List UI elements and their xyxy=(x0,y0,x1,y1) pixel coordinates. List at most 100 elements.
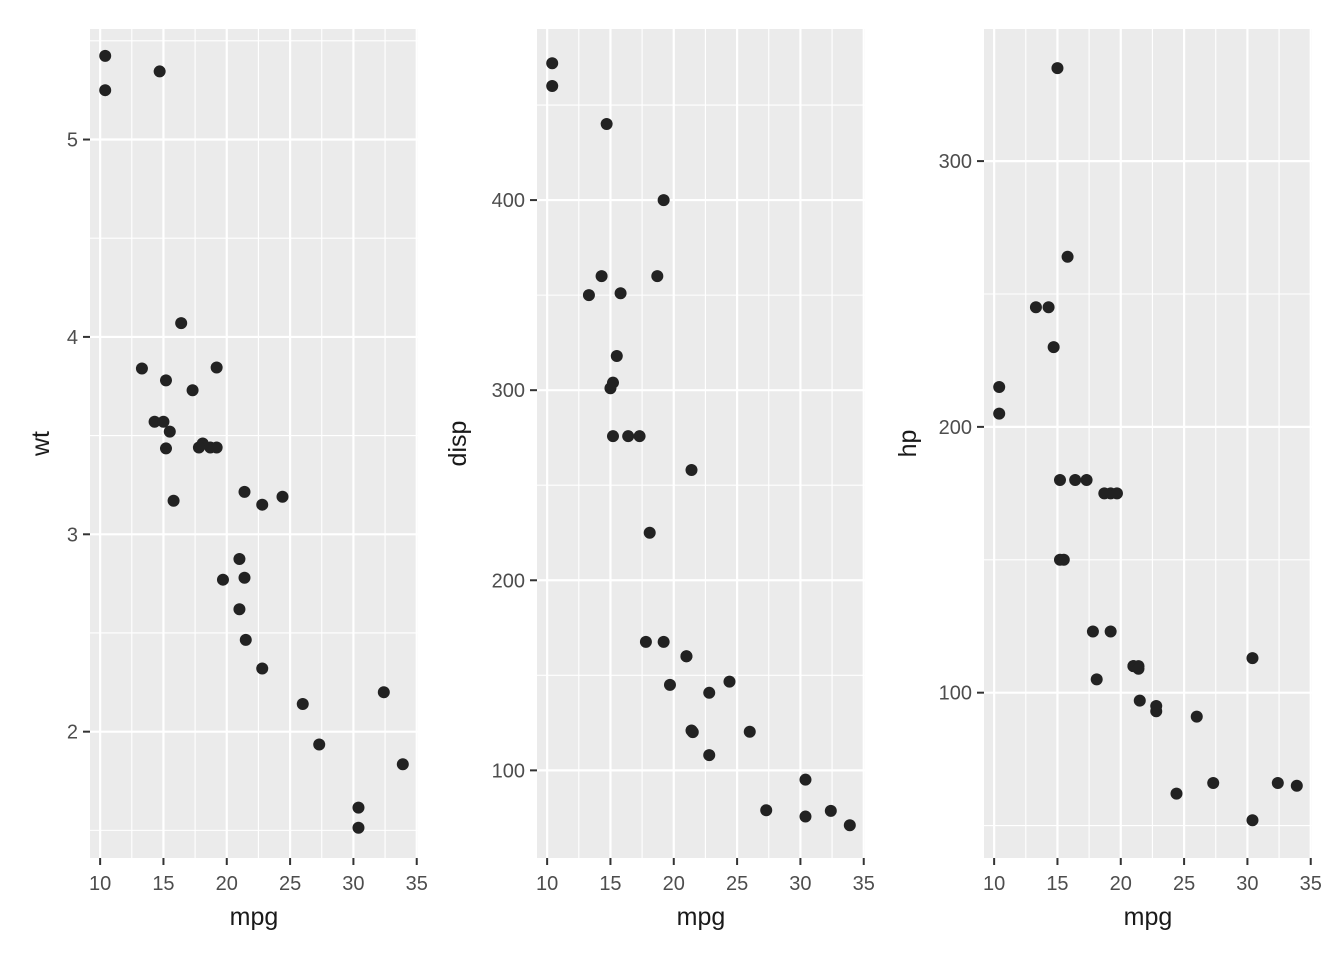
y-tick-label: 200 xyxy=(492,570,525,592)
data-point xyxy=(622,430,635,443)
x-axis-title: mpg xyxy=(1124,903,1173,931)
y-axis-title: disp xyxy=(444,421,472,467)
data-point xyxy=(1150,699,1163,712)
data-point xyxy=(1042,301,1055,314)
data-point xyxy=(1246,652,1259,665)
data-point xyxy=(238,571,251,584)
x-tick-label: 20 xyxy=(216,873,238,895)
data-point xyxy=(99,49,112,62)
y-tick-label: 300 xyxy=(492,380,525,402)
data-point xyxy=(313,738,326,751)
data-point xyxy=(685,464,698,477)
y-axis-title: wt xyxy=(27,431,55,457)
data-point xyxy=(680,650,693,663)
x-tick-label: 10 xyxy=(983,873,1005,895)
data-point xyxy=(99,84,112,97)
data-point xyxy=(256,662,269,675)
data-point xyxy=(216,573,229,586)
data-point xyxy=(663,678,676,691)
x-tick-label: 25 xyxy=(726,873,748,895)
data-point xyxy=(1090,673,1103,686)
x-tick-label: 15 xyxy=(152,873,174,895)
data-point xyxy=(633,430,646,443)
data-point xyxy=(582,289,595,302)
panel-background xyxy=(537,29,865,858)
data-point xyxy=(352,821,365,834)
data-point xyxy=(1207,777,1220,790)
panel-wt: 10 15 20 25 30 35 2 3 4 5 mpg wt xyxy=(27,29,428,931)
y-tick-label: 2 xyxy=(67,722,78,744)
y-tick-label: 4 xyxy=(67,327,78,349)
data-point xyxy=(135,362,148,375)
data-point xyxy=(1170,787,1183,800)
panel-background xyxy=(984,29,1312,858)
data-point xyxy=(1080,474,1093,487)
data-point xyxy=(743,725,756,738)
data-point xyxy=(1053,553,1066,566)
data-point xyxy=(175,317,188,330)
data-point xyxy=(595,270,608,283)
data-point xyxy=(703,686,716,699)
data-point xyxy=(296,698,309,711)
data-point xyxy=(1290,779,1303,792)
x-tick-label: 15 xyxy=(1046,873,1068,895)
data-point xyxy=(1051,62,1064,75)
data-point xyxy=(163,425,176,438)
data-point xyxy=(1069,474,1082,487)
x-tick-label: 35 xyxy=(853,873,875,895)
x-tick-label: 35 xyxy=(406,873,428,895)
data-point xyxy=(210,441,223,454)
data-point xyxy=(723,675,736,688)
y-tick-label: 3 xyxy=(67,524,78,546)
data-point xyxy=(148,415,161,428)
data-point xyxy=(610,349,623,362)
data-point xyxy=(703,749,716,762)
data-point xyxy=(1246,814,1259,827)
data-point xyxy=(377,686,390,699)
data-point xyxy=(657,635,670,648)
x-tick-label: 25 xyxy=(1173,873,1195,895)
data-point xyxy=(1190,710,1203,723)
data-point xyxy=(1029,301,1042,314)
data-point xyxy=(614,287,627,300)
data-point xyxy=(639,635,652,648)
data-point xyxy=(192,441,205,454)
data-point xyxy=(600,118,613,131)
y-tick-label: 5 xyxy=(67,130,78,152)
data-point xyxy=(1132,662,1145,675)
x-axis-title: mpg xyxy=(230,903,279,931)
data-point xyxy=(239,633,252,646)
panel-hp: 10 15 20 25 30 35 100 200 300 mpg hp xyxy=(894,29,1322,931)
x-tick-label: 25 xyxy=(279,873,301,895)
data-point xyxy=(159,374,172,387)
data-point xyxy=(233,603,246,616)
data-point xyxy=(760,804,773,817)
x-tick-label: 10 xyxy=(89,873,111,895)
data-point xyxy=(167,494,180,507)
data-point xyxy=(1053,474,1066,487)
x-tick-label: 35 xyxy=(1300,873,1322,895)
data-point xyxy=(256,498,269,511)
data-point xyxy=(546,80,559,93)
data-point xyxy=(843,819,856,832)
data-point xyxy=(1133,694,1146,707)
data-point xyxy=(606,430,619,443)
x-tick-label: 15 xyxy=(599,873,621,895)
y-tick-label: 300 xyxy=(939,151,972,173)
data-point xyxy=(153,65,166,78)
data-point xyxy=(210,361,223,374)
y-axis-title: hp xyxy=(894,430,922,458)
x-tick-label: 30 xyxy=(342,873,364,895)
panel-background xyxy=(90,29,418,858)
y-tick-label: 200 xyxy=(939,417,972,439)
y-tick-label: 400 xyxy=(492,190,525,212)
data-point xyxy=(993,407,1006,420)
data-point xyxy=(685,724,698,737)
data-point xyxy=(238,485,251,498)
data-point xyxy=(186,384,199,397)
data-point xyxy=(1104,625,1117,638)
y-tick-label: 100 xyxy=(492,760,525,782)
x-tick-label: 30 xyxy=(789,873,811,895)
